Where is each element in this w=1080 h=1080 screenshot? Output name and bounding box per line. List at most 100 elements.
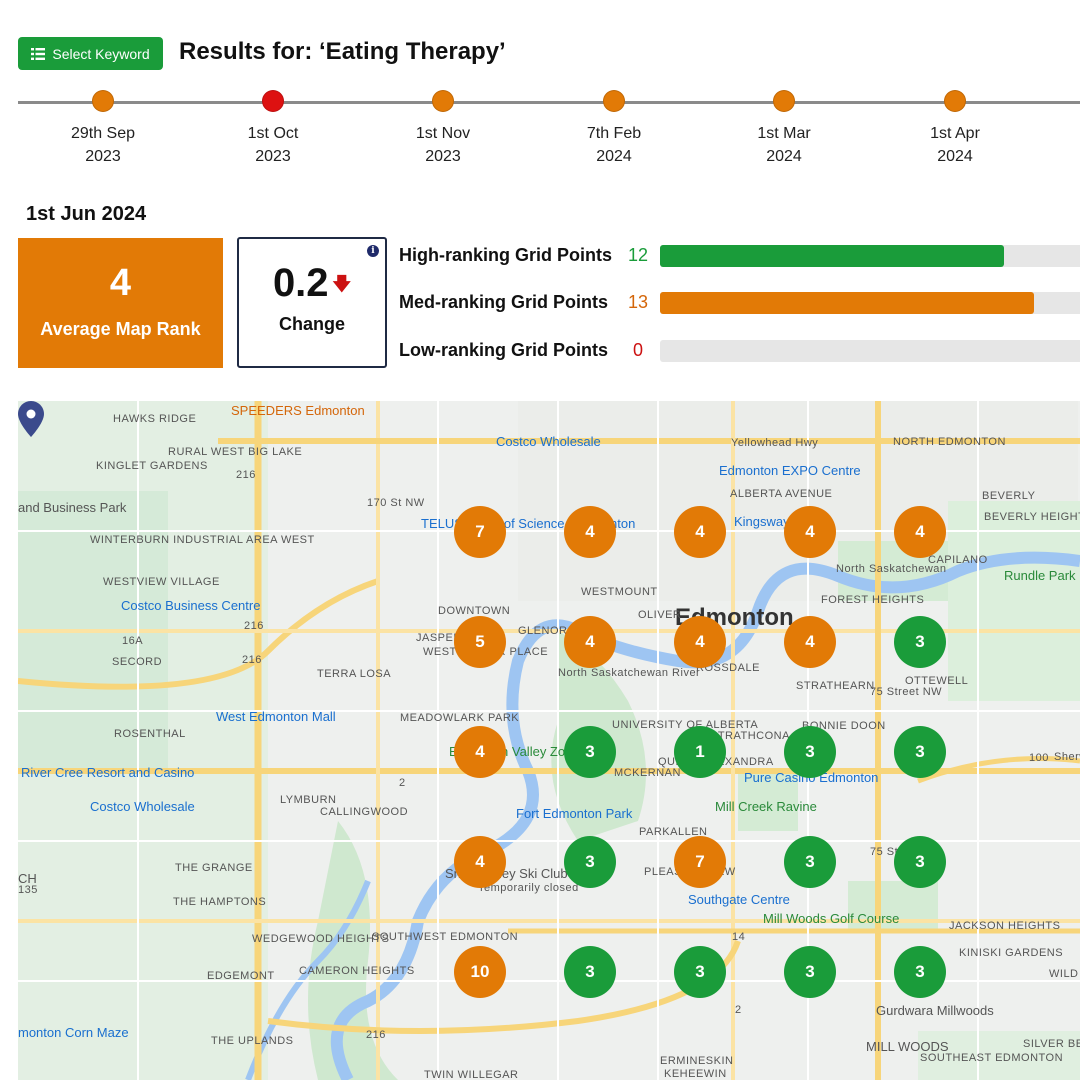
timeline-day: 1st Nov (415, 125, 471, 142)
med-ranking-bar-track (660, 292, 1080, 314)
grid-point[interactable]: 4 (894, 506, 946, 558)
grid-point[interactable]: 4 (454, 836, 506, 888)
map-label: 100 (1029, 752, 1049, 764)
map-label: Temporarily closed (478, 882, 579, 894)
rank-map[interactable]: HAWKS RIDGE SPEEDERS Edmonton Costco Who… (18, 401, 1080, 1080)
map-label: 2 (399, 777, 406, 789)
timeline-year: 2023 (255, 148, 291, 165)
grid-point[interactable]: 4 (784, 616, 836, 668)
grid-point[interactable]: 3 (564, 726, 616, 778)
timeline-dot[interactable] (92, 90, 114, 112)
grid-point[interactable]: 3 (894, 946, 946, 998)
map-label: OTTEWELL (905, 675, 969, 687)
timeline-track (18, 101, 1080, 104)
change-label: Change (278, 314, 345, 334)
timeline-day: 1st Oct (247, 125, 299, 142)
timeline-date[interactable]: 7th Feb 2024 (554, 90, 674, 168)
grid-point[interactable]: 4 (784, 506, 836, 558)
timeline-label: 1st Nov 2023 (383, 122, 503, 168)
med-ranking-count: 13 (627, 292, 649, 312)
grid-point[interactable]: 3 (894, 836, 946, 888)
map-label: OLIVER (638, 609, 682, 621)
high-ranking-label: High-ranking Grid Points (399, 245, 613, 265)
map-label: THE GRANGE (175, 862, 253, 874)
map-label: WILD R (1049, 968, 1080, 980)
map-label: 170 St NW (367, 497, 425, 509)
grid-point[interactable]: 4 (454, 726, 506, 778)
timeline-dot[interactable] (944, 90, 966, 112)
grid-point[interactable]: 7 (674, 836, 726, 888)
grid-point[interactable]: 4 (674, 506, 726, 558)
select-keyword-label: Select Keyword (52, 45, 150, 62)
select-keyword-button[interactable]: Select Keyword (18, 37, 163, 70)
timeline-date[interactable]: 1st Nov 2023 (383, 90, 503, 168)
map-label: CAMERON HEIGHTS (299, 965, 415, 977)
location-pin-icon (18, 401, 44, 437)
map-label: GLENORA (518, 625, 576, 637)
low-ranking-label: Low-ranking Grid Points (399, 340, 609, 360)
map-label: WEDGEWOOD HEIGHTS (252, 933, 390, 945)
med-ranking-bar-fill (660, 292, 1034, 314)
timeline-day: 1st Apr (930, 125, 980, 142)
high-ranking-count: 12 (627, 245, 649, 265)
grid-point[interactable]: 4 (674, 616, 726, 668)
grid-point[interactable]: 3 (564, 946, 616, 998)
info-icon[interactable]: i (367, 245, 379, 257)
map-label: DOWNTOWN (438, 605, 511, 617)
grid-point[interactable]: 5 (454, 616, 506, 668)
map-label: 216 (244, 620, 264, 632)
map-label: SILVER BERRY (1023, 1038, 1080, 1050)
map-label: Sherw (1054, 751, 1080, 763)
map-label: EDGEMONT (207, 970, 275, 982)
map-label: 2 (735, 1004, 742, 1016)
current-date: 1st Jun 2024 (26, 203, 147, 225)
timeline-dot[interactable] (773, 90, 795, 112)
map-label: HAWKS RIDGE (113, 413, 197, 425)
grid-point[interactable]: 3 (894, 726, 946, 778)
map-label: Edmonton EXPO Centre (719, 463, 861, 478)
grid-point[interactable]: 3 (674, 946, 726, 998)
map-label: ROSENTHAL (114, 728, 186, 740)
map-label: MEADOWLARK PARK (400, 712, 520, 724)
high-ranking-bar-fill (660, 245, 1005, 267)
map-label: Costco Wholesale (90, 799, 195, 814)
map-label: Costco Wholesale (496, 434, 601, 449)
grid-point[interactable]: 4 (564, 616, 616, 668)
timeline-year: 2024 (596, 148, 632, 165)
grid-point[interactable]: 7 (454, 506, 506, 558)
grid-point[interactable]: 3 (784, 836, 836, 888)
map-label: STRATHCONA (710, 730, 790, 742)
map-label: Mill Creek Ravine (715, 799, 817, 814)
map-label: 135 (18, 884, 38, 896)
timeline-date[interactable]: 29th Sep 2023 (43, 90, 163, 168)
grid-point[interactable]: 3 (784, 946, 836, 998)
timeline-date[interactable]: 1st Mar 2024 (724, 90, 844, 168)
map-label: West Edmonton Mall (216, 709, 336, 724)
map-label: 216 (366, 1029, 386, 1041)
timeline-year: 2023 (85, 148, 121, 165)
map-label: River Cree Resort and Casino (21, 765, 195, 780)
map-label: Yellowhead Hwy (731, 437, 819, 449)
grid-point[interactable]: 10 (454, 946, 506, 998)
timeline-dot[interactable] (262, 90, 284, 112)
grid-point[interactable]: 3 (784, 726, 836, 778)
map-label: BEVERLY HEIGHTS (984, 511, 1080, 523)
map-label: WESTVIEW VILLAGE (103, 576, 220, 588)
map-label: CALLINGWOOD (320, 806, 409, 818)
timeline-date[interactable]: 1st Apr 2024 (895, 90, 1015, 168)
map-label: TERRA LOSA (317, 668, 392, 680)
map-label: MCKERNAN (614, 767, 681, 779)
timeline-dot[interactable] (603, 90, 625, 112)
map-label: 216 (236, 469, 256, 481)
map-label: and Business Park (18, 500, 127, 515)
map-label: CAPILANO (928, 554, 988, 566)
map-label: JACKSON HEIGHTS (949, 920, 1061, 932)
grid-point[interactable]: 4 (564, 506, 616, 558)
timeline-dot[interactable] (432, 90, 454, 112)
timeline-date[interactable]: 1st Oct 2023 (213, 90, 333, 168)
map-label: LYMBURN (280, 794, 337, 806)
map-label: THE UPLANDS (211, 1035, 294, 1047)
grid-point[interactable]: 1 (674, 726, 726, 778)
grid-point[interactable]: 3 (894, 616, 946, 668)
grid-point[interactable]: 3 (564, 836, 616, 888)
